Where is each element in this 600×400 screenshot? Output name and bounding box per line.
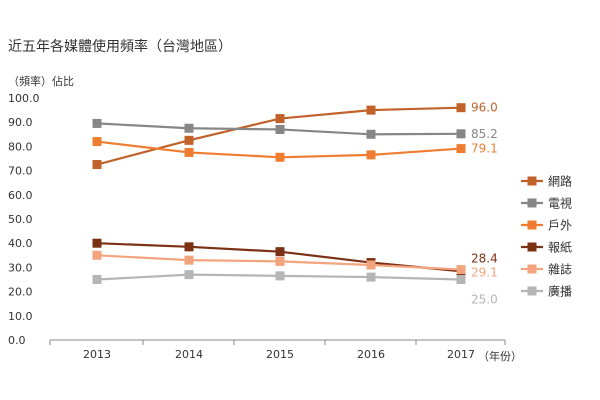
y-tick-label: 50.0 <box>8 213 33 226</box>
data-point <box>366 272 376 282</box>
data-point <box>184 147 194 157</box>
data-point <box>366 150 376 160</box>
y-tick-label: 80.0 <box>8 140 33 153</box>
legend-swatch-marker <box>527 176 537 186</box>
series-lines <box>92 103 466 284</box>
x-tick-label: 2013 <box>83 348 111 361</box>
legend-entry-label: 戶外 <box>548 219 572 233</box>
data-point <box>92 250 102 260</box>
legend-entry-label: 廣播 <box>548 285 572 299</box>
axes-group: 2013 2014 2015 2016 2017 0.0 10.0 20.0 30.0 40.0 5… <box>8 92 506 361</box>
data-point <box>275 114 285 124</box>
legend-swatch-marker <box>527 264 537 274</box>
data-point <box>275 256 285 266</box>
data-point <box>456 265 466 275</box>
chart-title: 近五年各媒體使用頻率（台灣地區） <box>8 39 232 55</box>
x-tick-label: 2015 <box>266 348 294 361</box>
data-point <box>92 118 102 128</box>
y-axis-label: （頻率）佔比 <box>8 75 74 88</box>
end-value-label: 96.0 <box>471 101 498 115</box>
end-value-label: 85.2 <box>471 127 498 141</box>
data-point <box>184 242 194 252</box>
end-value-label: 25.0 <box>471 293 498 307</box>
x-tick-label: 2016 <box>357 348 385 361</box>
legend-entry-label: 電視 <box>548 196 572 211</box>
data-point <box>184 255 194 265</box>
data-point <box>275 124 285 134</box>
x-axis-unit-label: （年份） <box>478 350 522 363</box>
data-point <box>275 271 285 281</box>
data-point <box>275 247 285 257</box>
legend-swatch-marker <box>527 242 537 252</box>
end-value-label: 29.1 <box>471 266 498 280</box>
data-point <box>456 275 466 284</box>
data-point <box>456 103 466 113</box>
y-tick-label: 40.0 <box>8 237 33 250</box>
data-point <box>275 152 285 162</box>
data-point <box>456 144 466 154</box>
legend-entry-label: 報紙 <box>548 240 572 255</box>
y-tick-label: 90.0 <box>8 116 33 129</box>
data-point <box>456 129 466 139</box>
legend-entry-label: 網路 <box>548 174 572 189</box>
y-tick-label: 30.0 <box>8 261 33 274</box>
data-point <box>184 123 194 133</box>
y-tick-label: 60.0 <box>8 189 33 202</box>
data-point <box>366 260 376 270</box>
end-value-labels: 96.0 85.279.1 28.429.1 25.0 <box>471 101 498 307</box>
data-point <box>92 160 102 170</box>
data-point <box>184 135 194 145</box>
end-value-label: 28.4 <box>471 251 498 265</box>
data-point <box>92 238 102 248</box>
legend-swatch-marker <box>527 198 537 208</box>
data-point <box>366 105 376 115</box>
legend-swatch-marker <box>527 220 537 230</box>
y-tick-label: 0.0 <box>8 334 26 347</box>
legend-swatch-marker <box>527 286 537 296</box>
y-tick-label: 70.0 <box>8 165 33 178</box>
x-tick-label: 2014 <box>175 348 203 361</box>
data-point <box>184 270 194 280</box>
end-value-label: 79.1 <box>471 142 498 156</box>
y-tick-label: 100.0 <box>8 92 40 105</box>
x-tick-label: 2017 <box>447 348 475 361</box>
legend-entry-label: 雜誌 <box>548 262 572 277</box>
y-tick-label: 20.0 <box>8 286 33 299</box>
y-tick-label: 10.0 <box>8 310 33 323</box>
data-point <box>366 129 376 139</box>
data-point <box>92 137 102 147</box>
data-point <box>92 275 102 284</box>
